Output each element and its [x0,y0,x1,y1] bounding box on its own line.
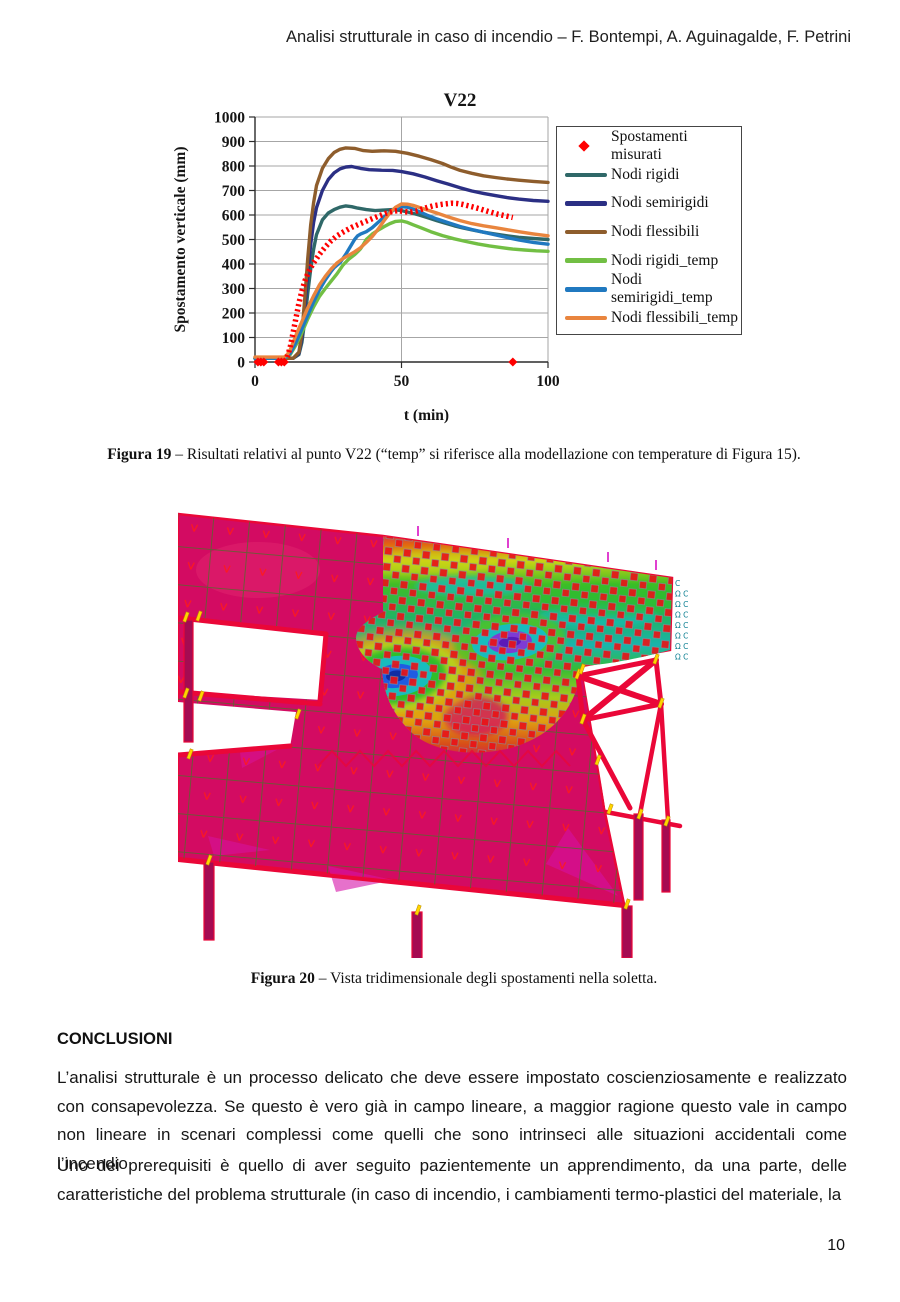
fem-joint-marker [623,898,631,910]
svg-text:900: 900 [222,134,246,151]
legend-item: Spostamenti misurati [557,128,741,163]
fem-joint-marker [663,815,671,827]
svg-text:700: 700 [222,183,246,200]
fem-joint-marker [195,610,203,622]
svg-text:800: 800 [222,159,246,176]
svg-text:600: 600 [222,208,246,225]
svg-text:500: 500 [222,232,246,249]
legend-label: Nodi semirigidi_temp [611,271,713,307]
conclusions-paragraph-2: Uno dei prerequisiti è quello di aver se… [57,1156,847,1204]
figure19-caption-label: Figura 19 [107,446,172,463]
figure20-caption-label: Figura 20 [250,970,315,987]
fem-joint-marker [414,904,422,916]
chart-plot-area: 0 100 200 300 400 500 600 700 800 900 1000 0 50 100 V2… [172,90,560,424]
figure19-caption: Figura 19 – Risultati relativi al punto … [57,446,851,464]
svg-text:t (min): t (min) [404,407,449,424]
fem-joint-markers [182,610,671,916]
figure19-caption-text: – Risultati relativi al punto V22 (“temp… [171,446,801,463]
legend-item: Nodi flessibili [557,218,741,247]
fem-edge-label: Ω C [675,621,688,630]
fem-edge-label: Ω C [675,611,688,620]
conclusions-paragraph-1: L’analisi strutturale è un processo deli… [57,1068,847,1173]
svg-text:100: 100 [222,330,246,347]
svg-text:V22: V22 [444,90,477,111]
fem-joint-marker [594,754,602,766]
fem-edge-label: C [675,579,680,588]
diamond-marker-icon [565,140,611,152]
line-swatch-icon [565,172,611,178]
fem-joint-marker [186,748,194,760]
page-number: 10 [827,1237,845,1254]
svg-text:1000: 1000 [214,110,245,127]
fem-joint-marker [578,663,586,675]
line-swatch-icon [565,315,611,321]
fem-joint-marker [294,708,302,720]
legend-item: Nodi semirigidi [557,189,741,218]
line-swatch-icon [565,258,611,263]
legend-label: Spostamenti misurati [611,128,688,164]
fem-joint-marker [182,687,190,699]
figure20-caption-text: – Vista tridimensionale degli spostament… [314,970,658,987]
legend-label: Nodi rigidi_temp [611,251,719,269]
svg-text:Spostamento verticale (mm): Spostamento verticale (mm) [172,147,189,333]
fem-joint-marker [636,808,644,820]
legend-label: Nodi flessibili [611,223,700,241]
figure20-caption: Figura 20 – Vista tridimensionale degli … [57,970,851,988]
fem-joint-marker [657,697,665,709]
fem-joint-marker [606,803,614,815]
svg-text:0: 0 [251,373,259,390]
legend-item: Nodi semirigidi_temp [557,271,741,306]
fem-web-members [317,749,571,768]
legend-label: Nodi flessibili_temp [611,308,739,326]
fem-joint-marker [182,611,190,623]
legend-item: Nodi rigidi [557,161,741,190]
fem-edge-label: Ω C [675,590,688,599]
legend-item: Nodi rigidi_temp [557,246,741,275]
fem-3d-view: CΩ CΩ CΩ CΩ CΩ CΩ CΩ C [175,512,688,969]
svg-text:50: 50 [394,373,410,390]
svg-text:400: 400 [222,257,246,274]
fem-joint-marker [579,713,587,725]
svg-text:300: 300 [222,281,246,298]
line-swatch-icon [565,201,611,206]
fem-joint-marker [197,690,205,702]
svg-text:0: 0 [237,355,245,372]
line-swatch-icon [565,287,611,292]
fem-joint-marker [652,653,660,665]
fem-top-ticks [417,526,657,570]
legend-label: Nodi semirigidi [611,194,709,212]
svg-text:200: 200 [222,306,246,323]
page-header-title: Analisi strutturale in caso di incendio … [286,28,851,46]
fem-edge-label: Ω C [675,653,688,662]
conclusions-heading: CONCLUSIONI [57,1030,173,1048]
svg-text:100: 100 [536,373,560,390]
fem-edge-label: Ω C [675,642,688,651]
fem-edge-label: Ω C [675,632,688,641]
fem-joint-marker [205,854,213,866]
line-swatch-icon [565,229,611,235]
legend-label: Nodi rigidi [611,165,680,183]
fem-edge-labels: CΩ CΩ CΩ CΩ CΩ CΩ CΩ C [675,579,688,662]
figure19-chart: 0 100 200 300 400 500 600 700 800 900 1000 0 50 100 V2… [165,88,785,440]
legend-item: Nodi flessibili_temp [557,304,741,333]
fem-edge-label: Ω C [675,600,688,609]
chart-legend: Spostamenti misurati Nodi rigidi Nodi semi… [556,126,742,335]
